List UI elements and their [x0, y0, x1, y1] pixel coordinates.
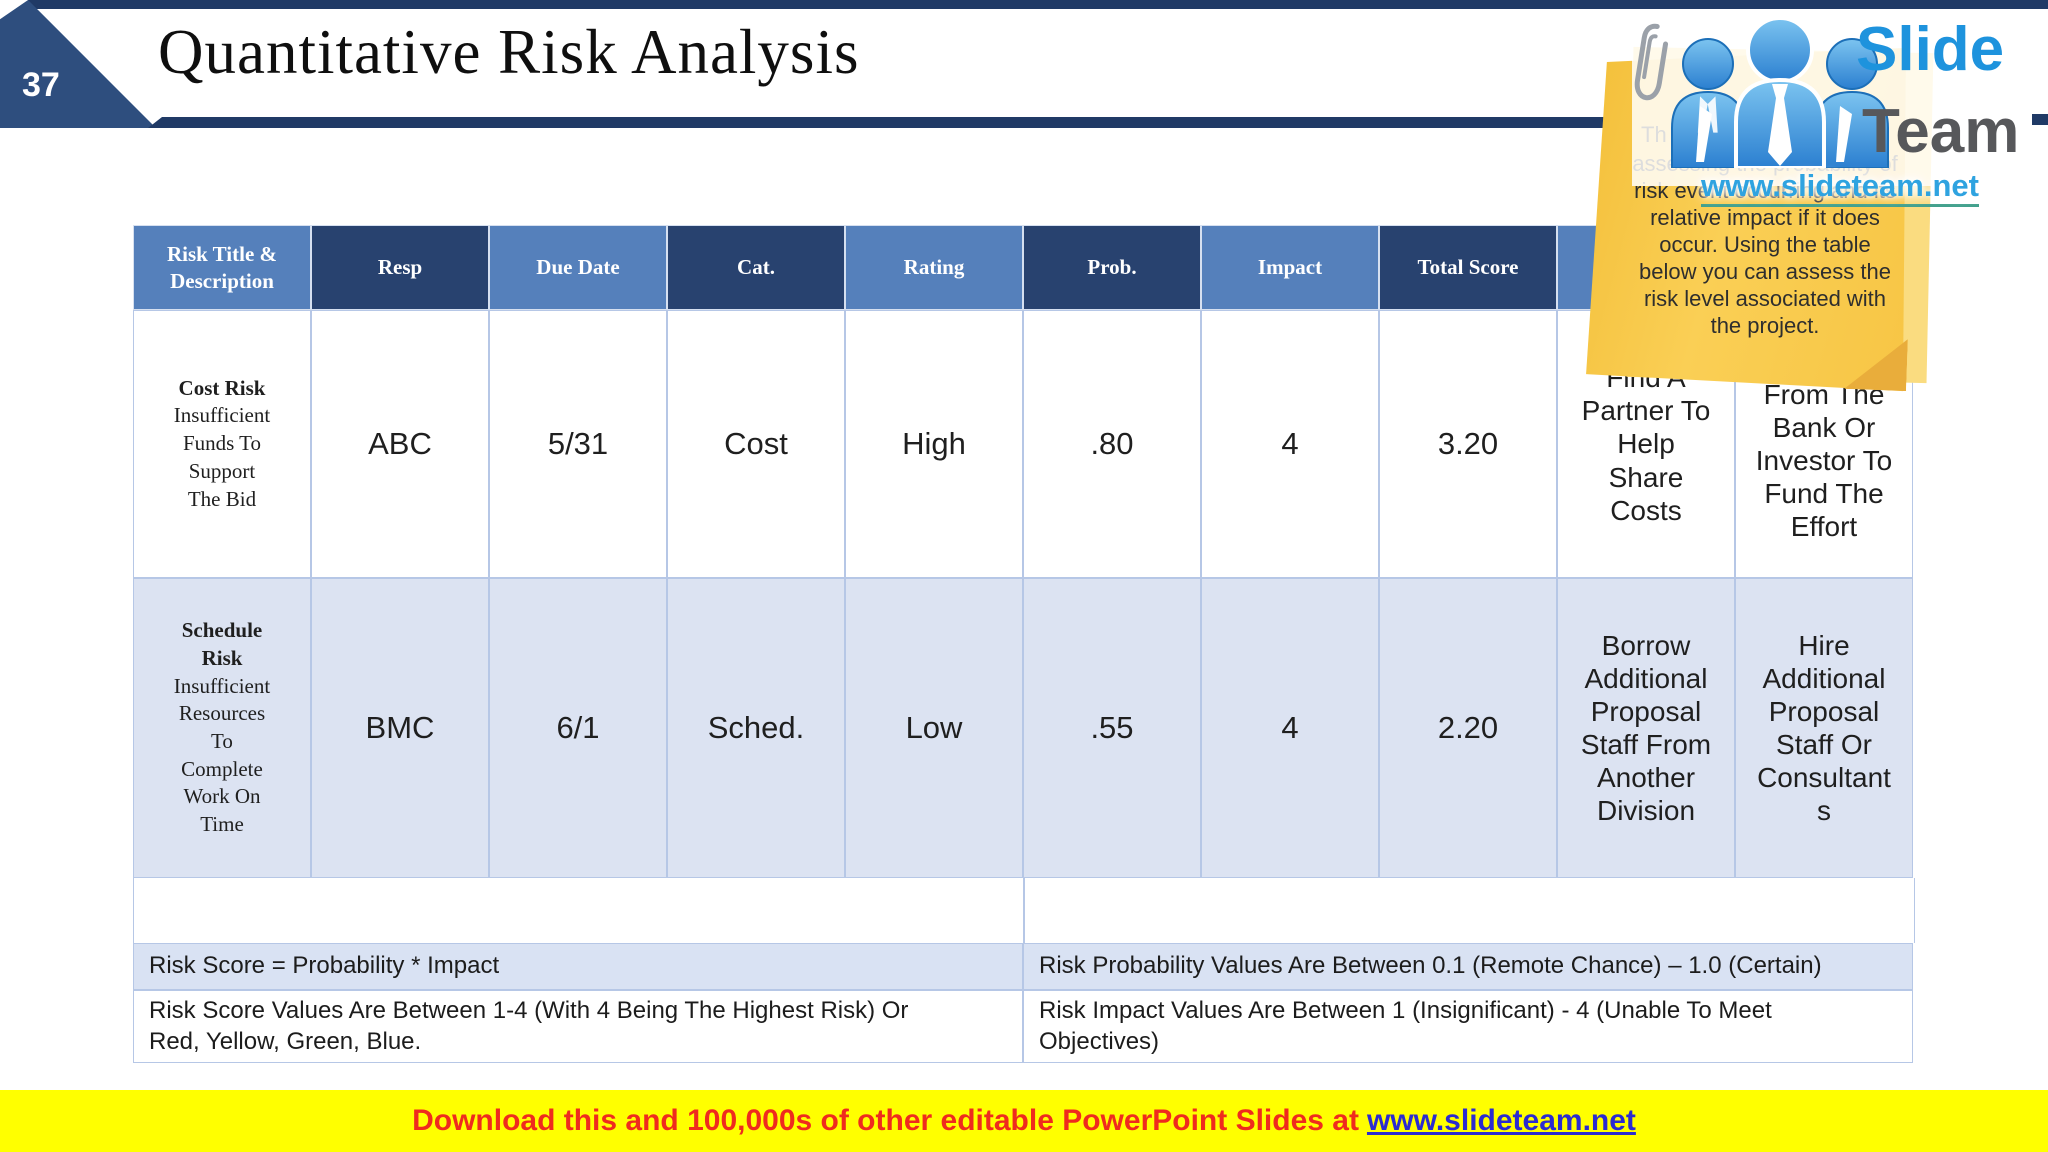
table-row-cell-resp: ABC	[311, 310, 489, 578]
table-row-cell-due-date: 5/31	[489, 310, 667, 578]
note-impact-values: Risk Impact Values Are Between 1 (Insign…	[1023, 990, 1913, 1063]
title-underline-bar-segment	[2032, 114, 2048, 125]
table-row-cell-due-date: 6/1	[489, 578, 667, 878]
paperclip-icon	[1627, 18, 1675, 113]
table-row-cell-impact: 4	[1201, 310, 1379, 578]
top-accent-bar	[28, 0, 2048, 9]
slideteam-people-icon	[1650, 10, 1910, 173]
table-row-cell-risk-title: Cost Risk Insufficient Funds To Support …	[133, 310, 311, 578]
notes-table: Risk Score = Probability * Impact Risk P…	[133, 943, 1913, 1063]
column-header-total-score: Total Score	[1379, 225, 1557, 310]
page-title: Quantitative Risk Analysis	[158, 17, 860, 87]
table-row-cell-contingency: Hire Additional Proposal Staff Or Consul…	[1735, 578, 1913, 878]
column-header-rating: Rating	[845, 225, 1023, 310]
table-spacer-row	[133, 878, 1915, 943]
note-risk-score-formula: Risk Score = Probability * Impact	[133, 943, 1023, 990]
promo-banner: Download this and 100,000s of other edit…	[0, 1090, 2048, 1152]
logo-url-link[interactable]: www.slideteam.net	[1632, 168, 2048, 207]
logo-word-team: Team	[1862, 97, 2020, 166]
table-row-cell-mitigation: Borrow Additional Proposal Staff From An…	[1557, 578, 1735, 878]
risk-title: Schedule Risk	[181, 618, 263, 670]
table-row-cell-rating: High	[845, 310, 1023, 578]
column-header-cat: Cat.	[667, 225, 845, 310]
column-header-resp: Resp	[311, 225, 489, 310]
promo-banner-text: Download this and 100,000s of other edit…	[412, 1104, 1359, 1137]
title-underline-bar	[148, 117, 1632, 128]
note-probability-range: Risk Probability Values Are Between 0.1 …	[1023, 943, 1913, 990]
column-header-impact: Impact	[1201, 225, 1379, 310]
table-row-cell-risk-title: Schedule Risk Insufficient Resources To …	[133, 578, 311, 878]
table-row-cell-total-score: 3.20	[1379, 310, 1557, 578]
spacer-divider	[1023, 878, 1025, 943]
risk-title: Cost Risk	[178, 375, 266, 400]
risk-table: Risk Title & Description Resp Due Date C…	[133, 225, 1913, 878]
corner-ribbon	[0, 0, 156, 128]
logo-word-slide: Slide	[1856, 15, 2005, 84]
table-row-cell-cat: Cost	[667, 310, 845, 578]
table-row-cell-cat: Sched.	[667, 578, 845, 878]
table-row-cell-impact: 4	[1201, 578, 1379, 878]
note-score-values: Risk Score Values Are Between 1-4 (With …	[133, 990, 1023, 1063]
column-header-risk-title: Risk Title & Description	[133, 225, 311, 310]
column-header-due-date: Due Date	[489, 225, 667, 310]
table-row-cell-total-score: 2.20	[1379, 578, 1557, 878]
table-row-cell-prob: .55	[1023, 578, 1201, 878]
risk-description: Insufficient Funds To Support The Bid	[173, 403, 271, 511]
risk-description: Insufficient Resources To Complete Work …	[173, 673, 271, 837]
column-header-prob: Prob.	[1023, 225, 1201, 310]
table-row-cell-resp: BMC	[311, 578, 489, 878]
slide-number: 37	[22, 66, 60, 104]
table-row-cell-prob: .80	[1023, 310, 1201, 578]
table-row-cell-rating: Low	[845, 578, 1023, 878]
promo-banner-link[interactable]: www.slideteam.net	[1366, 1104, 1636, 1137]
